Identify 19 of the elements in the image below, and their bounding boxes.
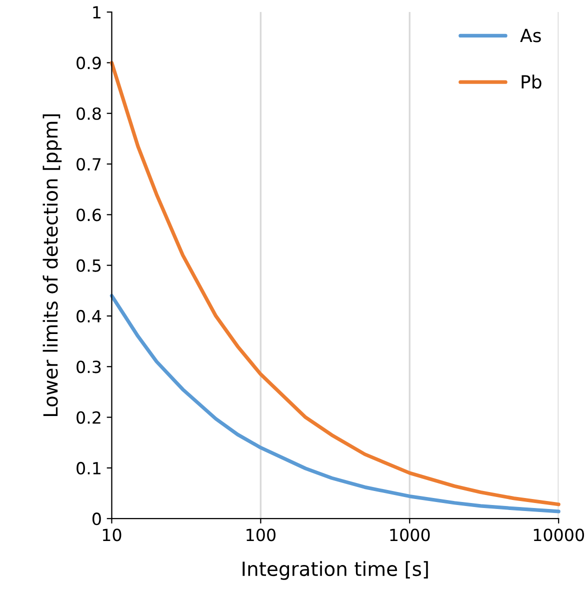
y-tick-label: 0.8 [76,107,101,120]
x-tick-label: 10000 [534,528,584,542]
y-tick-label: 0.5 [76,259,101,272]
x-axis-title: Integration time [s] [242,561,428,580]
y-tick-label: 1 [93,6,100,18]
y-tick-label: 0 [92,512,101,526]
y-tick-label: 0.3 [76,360,101,374]
y-tick-label: 0.6 [76,208,101,222]
y-tick-label: 0.2 [76,411,100,424]
y-tick-label: 0.9 [76,56,101,70]
legend-label: As [520,28,541,42]
y-tick-label: 0.1 [76,462,100,474]
x-tick-label: 10 [102,528,122,542]
x-tick-label: 1000 [390,528,430,542]
y-axis-title: Lower limits of detection [ppm] [42,114,62,416]
x-tick-label: 100 [246,528,276,542]
y-tick-label: 0.7 [76,158,101,171]
y-tick-label: 0.4 [76,310,102,323]
legend-label: Pb [522,74,542,89]
